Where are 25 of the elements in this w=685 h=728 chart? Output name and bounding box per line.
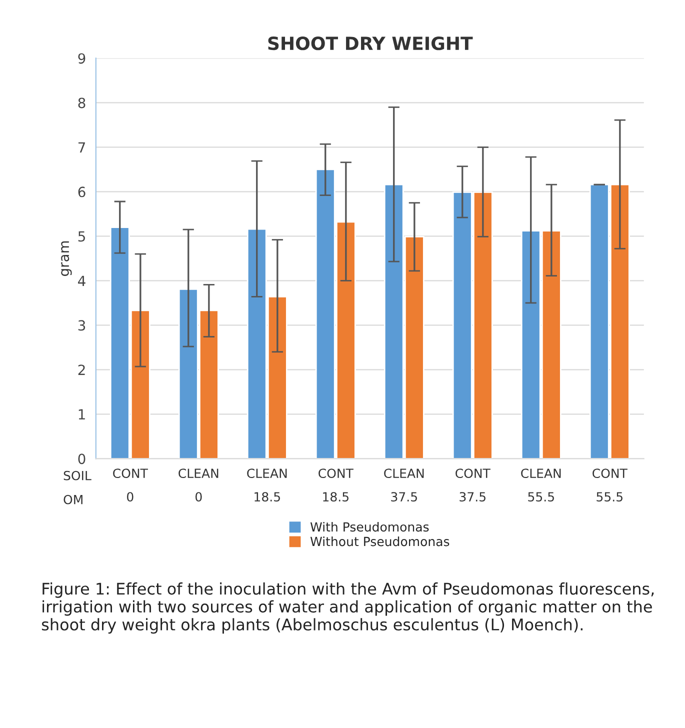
chart-title: SHOOT DRY WEIGHT — [268, 36, 473, 50]
text: OM — [64, 494, 82, 504]
x-tick-label: CLEAN 55.5 — [521, 468, 561, 502]
y-tick-label: 7 — [78, 142, 85, 152]
x-tick-label: CLEAN 0 — [178, 468, 218, 502]
y-tick-label: 6 — [78, 186, 86, 198]
y-tick-label: 3 — [78, 320, 86, 331]
y-tick-label: 5 — [78, 231, 85, 242]
x-tick-label: CONT 37.5 — [456, 468, 490, 502]
x-tick-label: CLEAN 18.5 — [247, 468, 287, 502]
y-axis-title: gram — [61, 241, 72, 276]
y-tick-label: 8 — [78, 98, 86, 108]
legend-label: Without Pseudomonas — [310, 536, 450, 546]
y-tick-label: 1 — [78, 409, 85, 420]
x-tick-label: CONT 18.5 — [318, 468, 354, 502]
x-tick-label: CONT 0 — [113, 468, 148, 502]
y-tick-label: 0 — [78, 454, 86, 464]
caption: Figure 1: Effect of the inoculation with the Avm of Pseudomonas fluorescens, irrigation with two sources of water and application of organic matter on the shoot dry weight okra plants (Abelmoschus esculentus (L) Moench). — [42, 582, 654, 634]
text: SOIL — [64, 470, 92, 480]
y-tick-label: 4 — [78, 276, 86, 286]
x-tick-label: CLEAN 37.5 — [384, 468, 424, 502]
x-tick-label: CONT 55.5 — [592, 468, 628, 502]
y-tick-label: 2 — [78, 364, 85, 375]
y-tick-label: 9 — [78, 53, 86, 64]
legend-label: With Pseudomonas — [310, 522, 429, 532]
